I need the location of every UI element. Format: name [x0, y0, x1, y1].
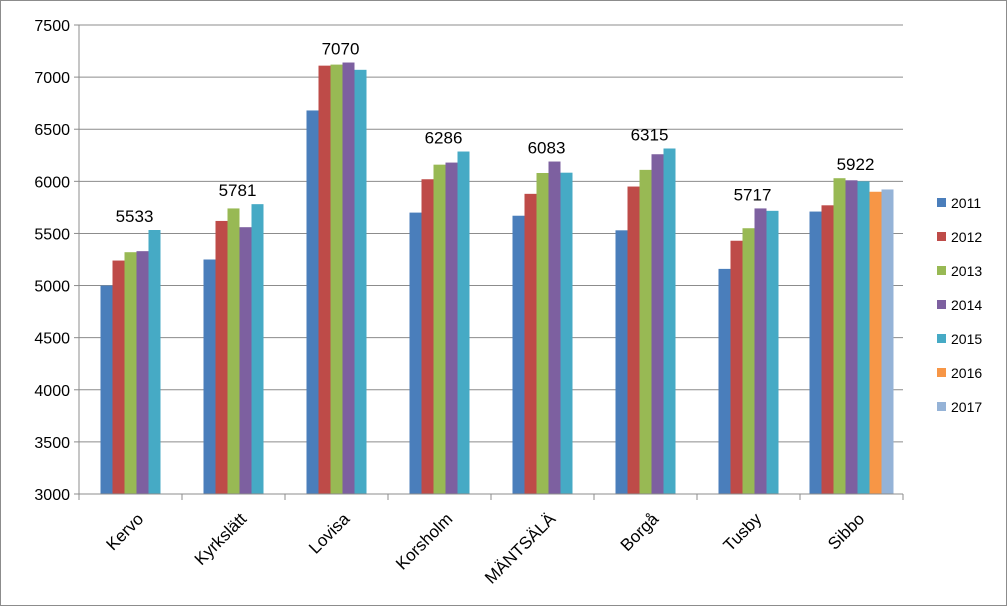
- bar-2014-2: [342, 62, 355, 495]
- legend-swatch-2015: [937, 334, 946, 343]
- bar-2014-3: [445, 162, 458, 494]
- bar-2014-6: [754, 208, 767, 495]
- bar-2011-6: [718, 268, 731, 494]
- bar-2015-1: [251, 204, 264, 494]
- bar-2011-3: [409, 212, 422, 494]
- bar-2015-6: [766, 210, 779, 494]
- bar-2013-3: [433, 164, 446, 494]
- legend-label: 2014: [951, 297, 982, 313]
- y-tick-label: 7000: [34, 70, 70, 87]
- bar-2016-7: [869, 191, 882, 494]
- x-axis-category-labels: Kervo Kyrkslätt Lovisa Korsholm MÄNTSÄLÄ Borg…: [102, 509, 868, 588]
- legend-swatch-2013: [937, 266, 946, 275]
- y-tick-label: 6000: [34, 174, 70, 191]
- y-tick-label: 3500: [34, 435, 70, 452]
- legend-label: 2011: [951, 195, 981, 211]
- data-label: 7070: [322, 40, 360, 59]
- data-label: 5781: [219, 181, 257, 200]
- y-tick-label: 4500: [34, 331, 70, 348]
- bar-2012-7: [821, 205, 834, 494]
- y-tick-label: 4000: [34, 383, 70, 400]
- y-tick-label: 5500: [34, 226, 70, 243]
- bar-2013-4: [536, 172, 549, 495]
- y-tick-label: 3000: [34, 487, 70, 504]
- legend-label: 2015: [951, 331, 982, 347]
- bar-2012-6: [730, 240, 743, 494]
- bar-2011-2: [306, 110, 319, 494]
- data-labels: 5533 5781 7070 6286 6083 6315 5717 5922: [116, 40, 875, 226]
- bar-2015-5: [663, 148, 676, 494]
- bar-2013-0: [124, 252, 137, 494]
- bar-2011-0: [100, 285, 113, 494]
- bar-2015-7: [857, 181, 870, 495]
- legend-label: 2017: [951, 399, 982, 415]
- category-label: Kervo: [102, 509, 147, 554]
- data-label: 5922: [837, 155, 875, 174]
- bar-2012-2: [318, 65, 331, 494]
- legend-swatch-2016: [937, 368, 946, 377]
- bar-2011-5: [615, 230, 628, 494]
- bar-2012-0: [112, 260, 125, 494]
- y-tick-label: 5000: [34, 279, 70, 296]
- bars: [100, 62, 894, 495]
- legend-swatch-2011: [937, 198, 946, 207]
- gridlines: [79, 24, 903, 443]
- data-label: 5717: [734, 185, 772, 204]
- category-label: Tusby: [720, 509, 766, 555]
- category-label: MÄNTSÄLÄ: [481, 509, 560, 588]
- legend-swatch-2014: [937, 300, 946, 309]
- bar-2013-6: [742, 228, 755, 494]
- bar-2014-0: [136, 251, 149, 494]
- bar-2017-7: [881, 189, 894, 495]
- legend: 2011 2012 2013 2014 2015 2016 2017: [937, 195, 982, 415]
- bar-2015-4: [560, 172, 573, 494]
- bar-2012-4: [524, 193, 537, 494]
- bar-2015-2: [354, 69, 367, 494]
- category-label: Kyrkslätt: [191, 509, 251, 569]
- category-label: Korsholm: [392, 509, 456, 573]
- legend-label: 2013: [951, 263, 982, 279]
- data-label: 5533: [116, 207, 154, 226]
- data-label: 6083: [528, 139, 566, 158]
- bar-2011-7: [809, 211, 822, 494]
- bar-2012-3: [421, 179, 434, 494]
- bar-2012-1: [215, 220, 228, 494]
- bar-2013-2: [330, 64, 343, 495]
- bar-2013-5: [639, 169, 652, 494]
- legend-swatch-2012: [937, 232, 946, 241]
- category-label: Sibbo: [824, 509, 868, 553]
- bar-2014-4: [548, 161, 561, 494]
- data-label: 6315: [631, 126, 669, 145]
- bar-2013-7: [833, 178, 846, 494]
- axes: [74, 24, 904, 500]
- bar-2012-5: [627, 186, 640, 495]
- bar-2013-1: [227, 208, 240, 495]
- category-label: Borgå: [617, 509, 663, 555]
- legend-label: 2016: [951, 365, 982, 381]
- data-label: 6286: [425, 129, 463, 148]
- bar-2011-4: [512, 215, 525, 494]
- bar-2014-5: [651, 154, 664, 495]
- bar-2015-0: [148, 230, 161, 494]
- legend-swatch-2017: [937, 402, 946, 411]
- bar-2011-1: [203, 259, 216, 494]
- y-tick-label: 7500: [34, 18, 70, 35]
- bar-2014-7: [845, 180, 858, 494]
- y-tick-label: 6500: [34, 122, 70, 139]
- y-axis-tick-labels: 3000 3500 4000 4500 5000 5500 6000 6500 7000 7500: [34, 18, 70, 504]
- category-label: Lovisa: [305, 509, 354, 558]
- legend-label: 2012: [951, 229, 982, 245]
- bar-2015-3: [457, 151, 470, 495]
- bar-2014-1: [239, 227, 252, 495]
